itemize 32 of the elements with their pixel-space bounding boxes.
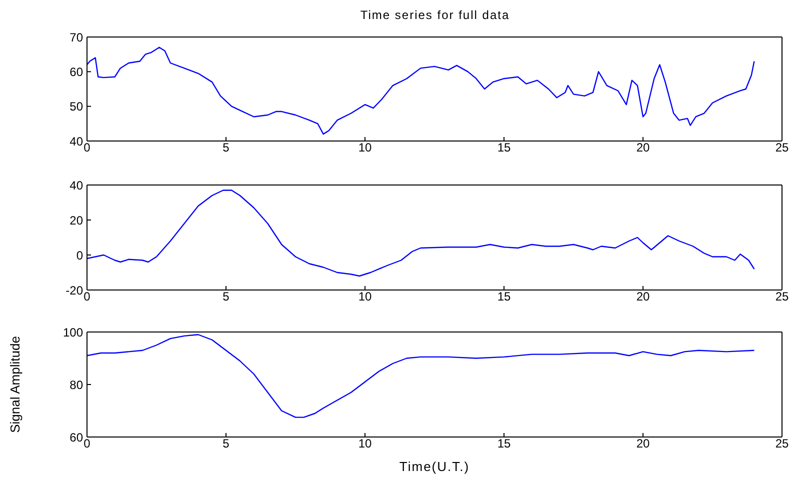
chart-title: Time series for full data — [359, 8, 511, 22]
y-tick-label: 50 — [70, 100, 84, 114]
y-tick-label: 70 — [70, 30, 84, 44]
y-tick-label: 40 — [70, 178, 84, 192]
x-tick-label: 20 — [636, 436, 650, 451]
y-tick-label: -20 — [66, 283, 84, 298]
x-tick-label: 10 — [358, 436, 372, 451]
x-axis-title: Time(U.T.) — [399, 459, 470, 474]
y-tick-label: 20 — [70, 213, 84, 228]
x-tick-label: 25 — [775, 436, 789, 451]
x-tick-label: 15 — [497, 290, 511, 304]
y-tick-label: 60 — [70, 430, 84, 444]
line-series — [87, 190, 755, 277]
line-series — [87, 46, 755, 135]
y-tick-label: 80 — [70, 378, 84, 392]
line-series — [87, 334, 755, 418]
x-tick-label: 5 — [222, 436, 230, 451]
x-tick-label: 5 — [222, 290, 230, 304]
x-tick-label: 15 — [497, 140, 511, 155]
x-tick-label: 5 — [222, 140, 230, 155]
x-tick-label: 15 — [497, 436, 511, 451]
y-tick-label: 0 — [76, 248, 84, 262]
x-tick-label: 10 — [358, 290, 372, 304]
x-tick-label: 25 — [775, 290, 789, 304]
x-tick-label: 25 — [775, 140, 789, 155]
y-axis-title: Signal Amplitude — [8, 336, 23, 433]
x-tick-label: 20 — [636, 290, 650, 304]
x-tick-label: 20 — [636, 140, 650, 155]
y-tick-label: 40 — [70, 134, 84, 148]
y-tick-label: 100 — [62, 325, 84, 340]
y-tick-label: 60 — [70, 64, 84, 79]
x-tick-label: 10 — [358, 140, 372, 155]
